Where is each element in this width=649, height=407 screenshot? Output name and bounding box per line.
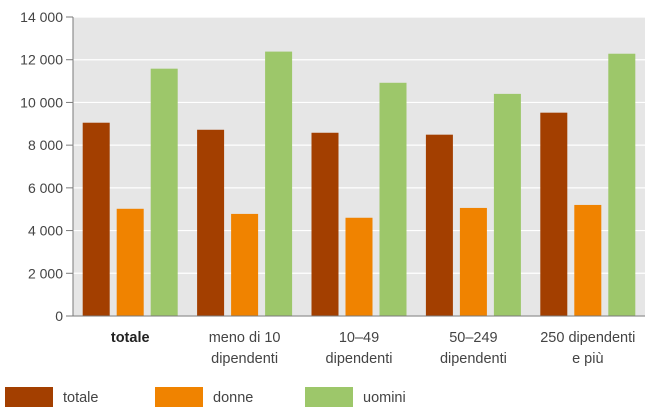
x-tick-label: dipendenti	[211, 351, 278, 367]
legend-label-totale: totale	[63, 390, 98, 406]
legend-swatch-uomini	[305, 387, 353, 407]
bar-donne	[345, 217, 373, 316]
bar-donne	[231, 213, 259, 316]
y-tick-label: 12 000	[20, 52, 63, 68]
legend-swatch-donne	[155, 387, 203, 407]
bar-donne	[459, 207, 487, 316]
x-tick-label: 10–49	[339, 330, 379, 346]
x-tick-label: meno di 10	[209, 330, 281, 346]
bar-uomini	[379, 82, 407, 316]
y-tick-label: 8 000	[28, 137, 63, 153]
bar-uomini	[608, 53, 636, 317]
x-tick-label: dipendenti	[440, 351, 507, 367]
bar-uomini	[150, 68, 178, 316]
bar-totale	[425, 134, 453, 316]
bar-uomini	[265, 51, 293, 316]
x-tick-label: 250 dipendenti	[540, 330, 635, 346]
bar-totale	[197, 129, 225, 316]
x-tick-label: dipendenti	[326, 351, 393, 367]
y-tick-label: 6 000	[28, 180, 63, 196]
y-tick-label: 2 000	[28, 265, 63, 281]
y-tick-label: 10 000	[20, 94, 63, 110]
x-tick-label: 50–249	[449, 330, 497, 346]
bar-donne	[116, 208, 144, 316]
x-tick-label: totale	[111, 330, 150, 346]
bar-uomini	[493, 93, 521, 316]
bar-totale	[82, 122, 110, 316]
bar-totale	[540, 112, 568, 317]
y-tick-label: 0	[55, 308, 63, 324]
bar-donne	[574, 204, 602, 316]
bar-totale	[311, 132, 339, 316]
legend-label-uomini: uomini	[363, 390, 406, 406]
legend-swatch-totale	[5, 387, 53, 407]
legend-label-donne: donne	[213, 390, 253, 406]
y-tick-label: 4 000	[28, 223, 63, 239]
x-tick-label: e più	[572, 351, 603, 367]
y-tick-label: 14 000	[20, 9, 63, 25]
